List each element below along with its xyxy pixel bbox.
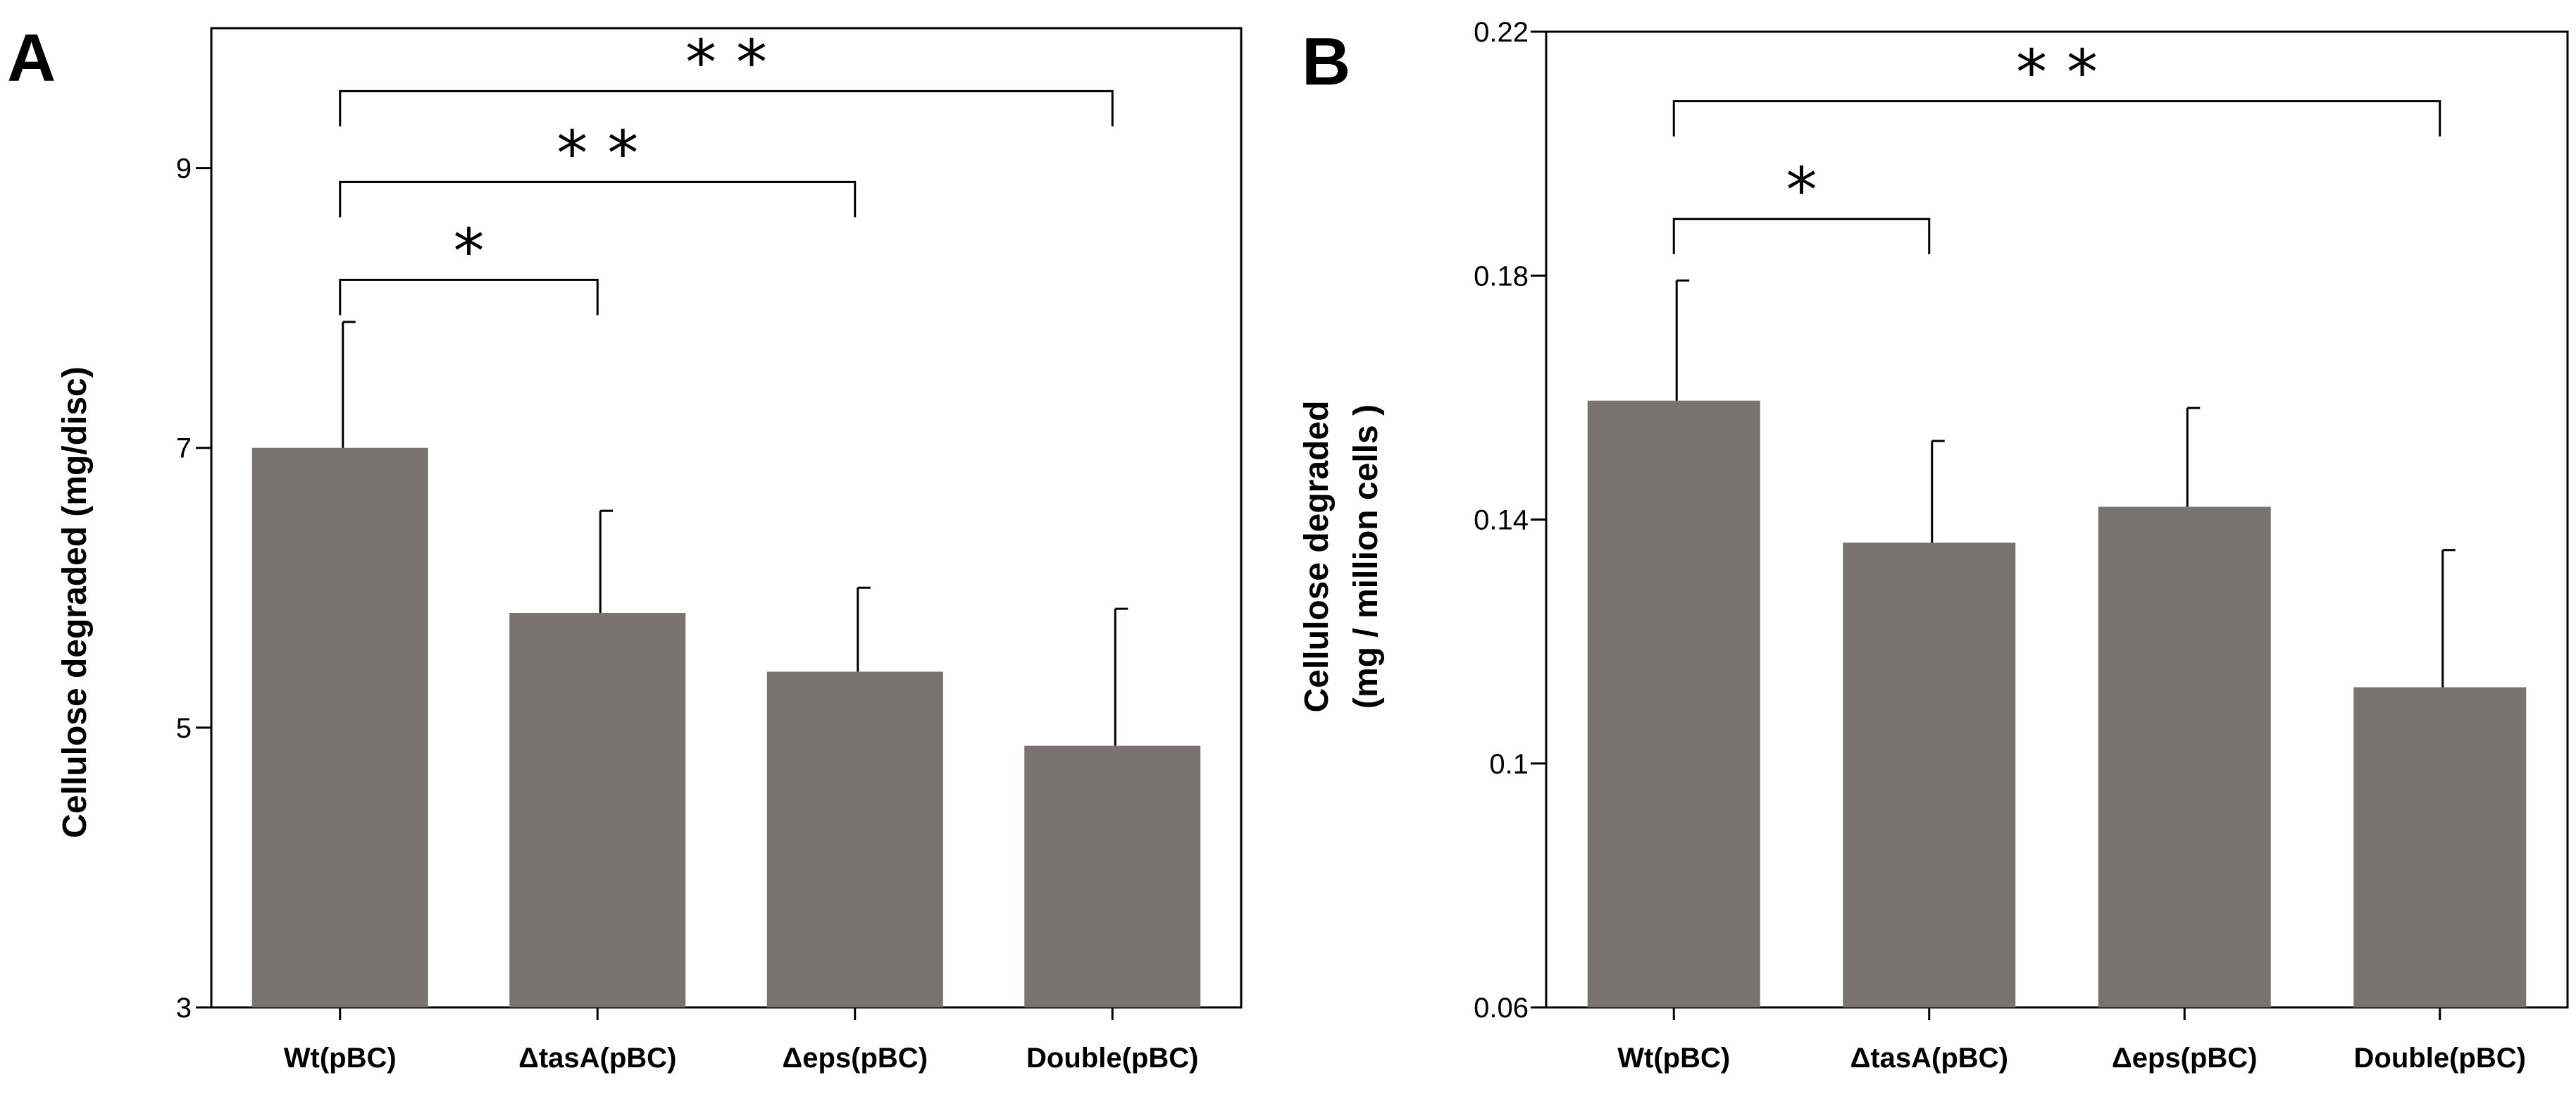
panel-a: A Cellulose degraded (mg/disc) 3 5 7 9 Wt(pB… — [7, 20, 1243, 1074]
bar — [1024, 745, 1201, 1007]
y-tick-label: 0.18 — [1474, 261, 1529, 292]
y-axis-title-a: Cellulose degraded (mg/disc) — [56, 366, 94, 838]
category-label: Δeps(pBC) — [782, 1043, 928, 1074]
bar — [509, 613, 686, 1007]
significance-bracket — [1672, 218, 1931, 254]
y-tick-label: 0.14 — [1474, 505, 1529, 536]
bar — [2098, 507, 2271, 1007]
significance-label: * * — [685, 26, 767, 99]
category-label: ΔtasA(pBC) — [518, 1043, 676, 1074]
y-tick-label: 7 — [176, 433, 192, 464]
bar — [2353, 687, 2527, 1007]
significance-label: * — [454, 215, 485, 287]
significance-bracket — [339, 89, 1114, 127]
y-tick-label: 3 — [176, 993, 192, 1024]
y-axis-title-b: Cellulose degraded — [1298, 401, 1336, 713]
significance-label: * — [1786, 154, 1817, 227]
category-label: Wt(pBC) — [1617, 1043, 1730, 1074]
category-label: Wt(pBC) — [284, 1043, 397, 1074]
significance-bracket — [1672, 100, 2441, 137]
bar — [251, 447, 428, 1007]
category-label: ΔtasA(pBC) — [1850, 1043, 2008, 1074]
significance-label: * * — [2016, 37, 2098, 109]
category-label: Double(pBC) — [2354, 1043, 2526, 1074]
y-tick-label: 5 — [176, 713, 192, 744]
y-axis-title-b-line2: (mg / million cells ) — [1348, 404, 1385, 709]
panel-label-b: B — [1302, 24, 1350, 99]
panel-label-a: A — [7, 20, 56, 96]
bar — [766, 671, 943, 1007]
y-tick-label: 0.22 — [1474, 17, 1529, 48]
y-tick-label: 9 — [176, 154, 192, 185]
significance-label: * * — [556, 117, 638, 190]
y-tick-label: 0.06 — [1474, 993, 1529, 1024]
bar — [1587, 400, 1760, 1007]
bar — [1843, 542, 2016, 1007]
significance-bracket — [339, 180, 857, 218]
category-label: Double(pBC) — [1026, 1043, 1198, 1074]
significance-bracket — [339, 278, 599, 316]
y-tick-label: 0.1 — [1489, 749, 1529, 780]
panel-b: B Cellulose degraded (mg / million cells… — [1298, 17, 2569, 1074]
category-label: Δeps(pBC) — [2112, 1043, 2258, 1074]
plot-frame — [210, 27, 1243, 1009]
